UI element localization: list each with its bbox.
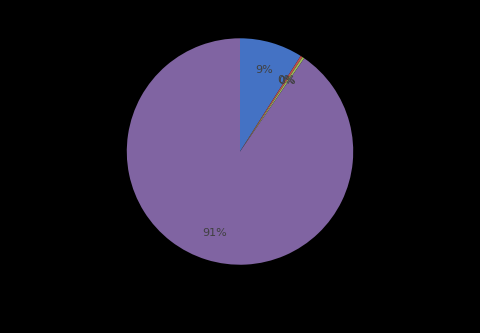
Text: 0%: 0% (277, 75, 295, 85)
Wedge shape (240, 57, 304, 152)
Text: 0%: 0% (279, 76, 296, 86)
Wedge shape (127, 38, 353, 265)
Text: 91%: 91% (203, 227, 227, 238)
Text: 9%: 9% (255, 65, 273, 75)
Wedge shape (240, 56, 302, 152)
Wedge shape (240, 38, 300, 152)
